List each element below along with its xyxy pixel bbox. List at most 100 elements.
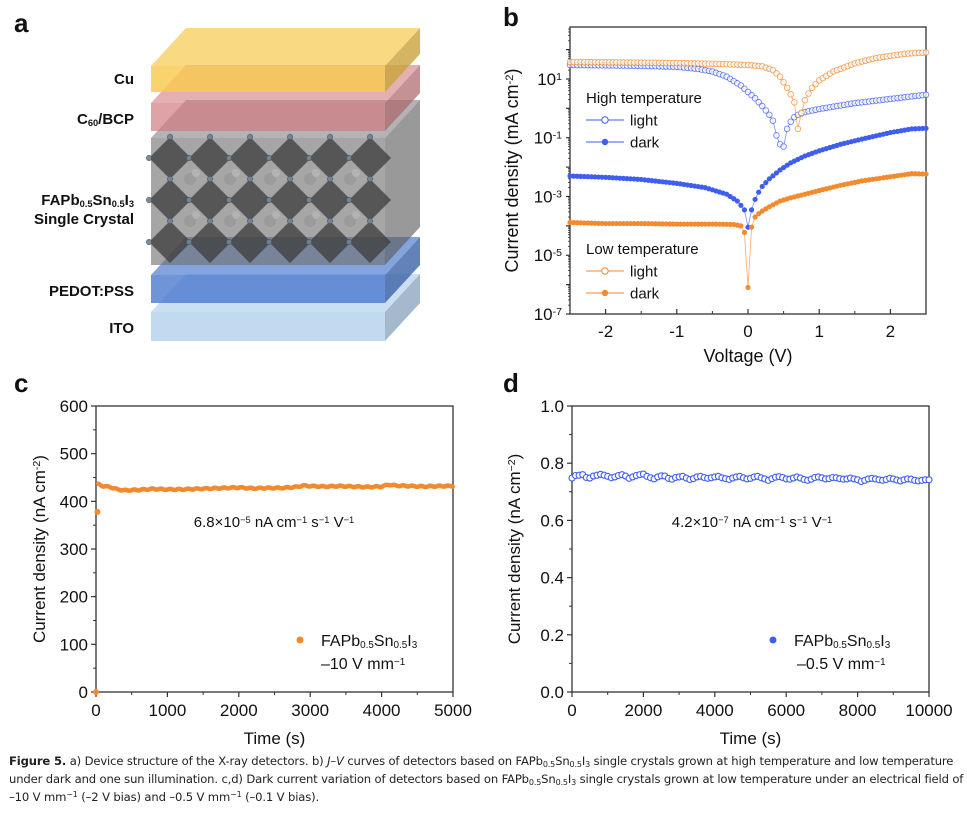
octahedron <box>269 179 311 221</box>
cation-sphere <box>304 215 316 227</box>
y-tick-label: 10-5 <box>534 246 562 265</box>
panel-label-d: d <box>503 368 519 398</box>
data-point <box>738 223 744 229</box>
text-segment: ) <box>505 454 524 460</box>
data-point <box>773 132 780 139</box>
y-tick-label: 200 <box>60 588 88 607</box>
layer-front-face <box>151 66 385 92</box>
cation-sphere <box>184 173 196 185</box>
data-point <box>741 207 748 213</box>
caption-text: −1 <box>66 790 78 799</box>
layer-label-c60-bcp: C60/BCP <box>77 111 134 128</box>
cation-sphere <box>352 169 360 177</box>
superscript: -2 <box>504 75 516 85</box>
data-point <box>752 196 758 202</box>
data-point <box>791 99 798 106</box>
cation-sphere <box>192 169 200 177</box>
subscript: 0.5 <box>394 640 408 651</box>
text-segment: –10 V mm <box>321 656 394 673</box>
text-segment: 6.8×10 <box>194 514 240 531</box>
y-tick-label: 0.8 <box>540 454 564 473</box>
y-tick-label: 600 <box>60 397 88 416</box>
data-point <box>925 476 933 484</box>
iodide-atom <box>327 218 333 224</box>
text-segment: Sn <box>847 633 867 650</box>
iodide-atom <box>207 218 213 224</box>
superscript: −1 <box>297 515 308 525</box>
cation-sphere <box>352 211 360 219</box>
x-tick-label: 4000 <box>696 701 734 720</box>
cation-sphere <box>344 173 356 185</box>
series-line <box>569 173 927 288</box>
y-tick-label: 101 <box>537 70 562 89</box>
cation-sphere <box>304 173 316 185</box>
iodide-atom <box>346 197 352 203</box>
octahedron <box>149 179 191 221</box>
text-segment: FAPb <box>794 633 833 650</box>
caption-text: I <box>581 754 586 768</box>
iodide-atom <box>167 134 173 140</box>
data-point <box>923 125 929 131</box>
superscript: -7 <box>553 306 563 318</box>
text-segment: nA cm <box>251 514 297 531</box>
panel-c-dark-current: 0 1000 2000 3000 4000 5000 0 100 200 300 400 500 600… <box>30 397 472 748</box>
text-segment: ) <box>30 455 49 461</box>
y-axis-label: Current density (nA cm-2) <box>30 455 49 643</box>
subscript: 0.5 <box>80 199 93 209</box>
y-tick-label: 0.6 <box>540 511 564 530</box>
iodide-atom <box>146 197 152 203</box>
data-point <box>706 221 712 227</box>
series-low-temperature-light <box>566 49 930 133</box>
cation-sphere <box>344 215 356 227</box>
cation-sphere <box>184 215 196 227</box>
cation-sphere <box>272 211 280 219</box>
series-dark-current <box>93 481 456 695</box>
rate-annotation: 6.8×10−5 nA cm−1 s−1 V−1 <box>194 514 354 531</box>
data-point <box>794 125 802 133</box>
legend-title: High temperature <box>586 90 702 107</box>
y-tick-label: 300 <box>60 540 88 559</box>
cation-sphere <box>232 169 240 177</box>
cation-sphere <box>272 169 280 177</box>
series-low-temperature-dark <box>567 171 929 291</box>
data-point <box>756 211 762 217</box>
layer-front-face <box>151 312 385 341</box>
iodide-atom <box>367 176 373 182</box>
data-point <box>751 95 759 102</box>
text-segment: ) <box>502 69 522 75</box>
legend-high-temperature: High temperature light dark <box>586 90 702 152</box>
figure-caption: Figure 5. a) Device structure of the X-r… <box>9 752 964 806</box>
crystal-lattice <box>146 134 391 263</box>
text-segment: nA cm <box>729 514 775 531</box>
iodide-atom <box>266 155 272 161</box>
data-point <box>748 207 755 213</box>
iodide-atom <box>367 218 373 224</box>
data-point <box>752 214 758 220</box>
superscript: −1 <box>344 515 355 525</box>
y-tick-label: 0.0 <box>540 683 564 702</box>
iodide-atom <box>207 134 213 140</box>
legend-marker <box>296 636 304 644</box>
octahedron <box>349 137 391 179</box>
iodide-atom <box>306 239 312 245</box>
octahedron <box>229 179 271 221</box>
subscript: 3 <box>129 199 134 209</box>
subscript: 0.5 <box>867 640 881 651</box>
iodide-atom <box>146 239 152 245</box>
panel-label-b: b <box>503 2 519 32</box>
caption-text: single crystals grown at high temperatur… <box>9 754 954 786</box>
data-point <box>627 220 634 227</box>
data-point <box>801 96 809 104</box>
legend-title: Low temperature <box>586 241 699 258</box>
data-point <box>677 221 683 227</box>
x-tick-label: 10000 <box>905 701 952 720</box>
iodide-atom <box>346 155 352 161</box>
data-point <box>681 221 687 227</box>
text-segment: s <box>307 514 319 531</box>
data-point <box>787 118 794 126</box>
legend-label: light <box>630 113 658 130</box>
octahedron <box>229 221 271 263</box>
legend-filled-marker <box>601 138 609 146</box>
text-segment: Current density (nA cm <box>505 471 524 644</box>
